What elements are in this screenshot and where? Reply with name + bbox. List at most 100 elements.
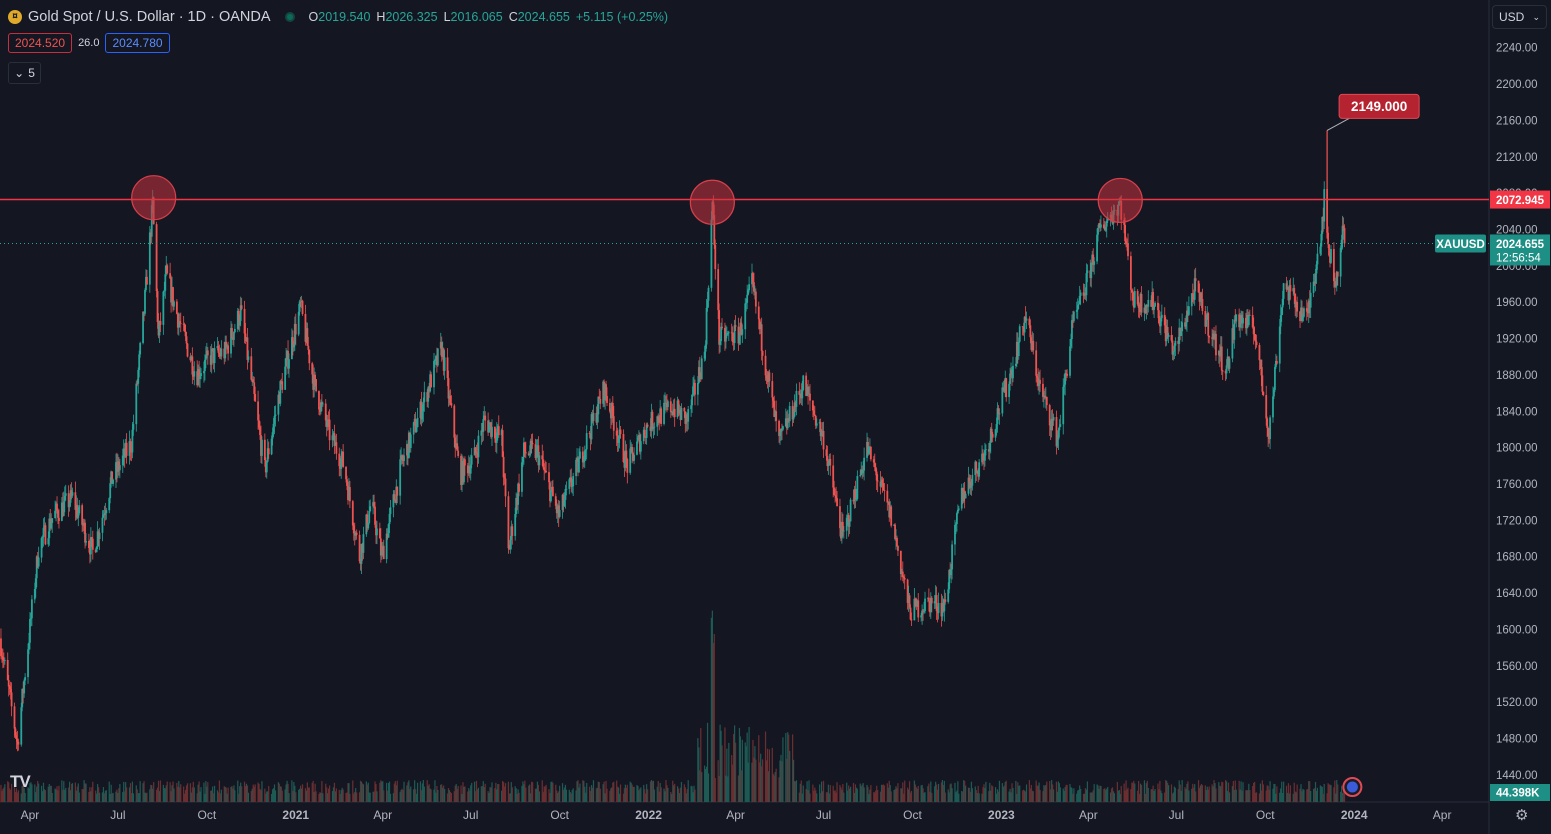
candle-body [606,395,608,403]
candle-body [710,219,713,288]
candle-body [951,544,953,570]
volume-bar [117,792,119,802]
volume-bar [50,785,52,802]
volume-bar [828,793,830,802]
candle-body [278,394,281,404]
volume-bar [64,790,66,802]
candle-body [155,224,158,292]
candle-body [976,471,979,473]
candle-body [1248,314,1251,316]
candle-body [334,442,337,446]
volume-bar [490,787,492,802]
volume-bar [1303,789,1305,802]
candle-body [314,374,317,380]
candle-body [988,442,991,452]
volume-bar [138,793,140,802]
candle-body [1307,300,1310,314]
volume-bar [315,791,317,802]
candle-body [257,401,259,421]
volume-bar [1272,788,1274,802]
volume-bar [16,792,18,802]
time-tick-label: Oct [198,808,217,822]
candle-body [123,448,126,458]
candle-body [636,441,638,455]
volume-bar [700,728,702,802]
price-axis-panel [1489,0,1551,834]
volume-bar [306,782,308,802]
volume-bar [624,784,626,802]
candle-body [373,502,375,507]
candle-body [1187,310,1189,315]
volume-bar [300,788,303,802]
volume-bar [1334,780,1336,802]
candle-body [948,570,951,590]
candle-body [368,511,371,523]
tradingview-logo[interactable]: TV [10,772,31,791]
volume-bar [1185,789,1187,802]
volume-bar [495,782,497,802]
currency-selector[interactable]: USD ⌄ [1492,5,1547,29]
volume-bar [387,782,390,802]
volume-bar [1225,781,1228,802]
candle-body [179,323,182,324]
candle-body [389,507,392,514]
candle-body [631,447,634,453]
volume-bar [1124,790,1126,802]
sell-button[interactable]: 2024.520 [8,33,73,53]
candle-body [934,595,937,602]
candle-body [933,601,936,604]
candle-body [759,324,762,330]
candle-body [1133,291,1136,308]
candle-body [1286,286,1289,290]
candle-body [360,543,363,564]
volume-bar [389,793,392,802]
volume-bar [250,790,252,802]
volume-bar [1100,786,1102,802]
candle-body [856,476,859,499]
volume-bar [4,784,6,802]
symbol-title[interactable]: Gold Spot / U.S. Dollar · 1D · OANDA [28,9,271,25]
candle-body [1212,333,1214,339]
volume-bar [1171,793,1174,802]
candle-body [165,265,168,275]
volume-bar [173,788,175,802]
volume-bar [414,780,416,802]
volume-bar [192,781,194,802]
volume-bar [958,793,960,802]
indicators-collapse-button[interactable]: ⌄ 5 [8,62,41,84]
candle-body [947,589,950,602]
volume-bar [1184,787,1186,802]
candle-body [694,382,696,395]
candle-body [55,503,57,511]
candle-body [61,502,64,516]
candle-body [112,479,114,484]
candle-body [172,287,174,307]
volume-bar [143,781,145,802]
volume-bar [1145,783,1147,802]
candle-body [1199,292,1202,302]
candle-body [1259,359,1262,361]
candle-body [1018,326,1021,342]
candle-body [1145,305,1148,314]
candle-body [1001,387,1004,414]
volume-bar [1085,789,1088,802]
candle-body [1079,292,1082,296]
candle-body [1206,313,1209,320]
candle-body [527,453,530,455]
candle-body [1240,315,1242,321]
gear-icon[interactable]: ⚙ [1515,807,1529,824]
candle-body [9,689,12,693]
volume-bar [998,780,1001,802]
volume-bar [1191,788,1193,802]
candle-body [469,464,472,474]
buy-button[interactable]: 2024.780 [105,33,170,53]
volume-bar [71,783,74,802]
candle-body [819,422,822,437]
candle-body [1129,256,1132,290]
volume-bar [345,793,347,802]
candle-body [436,348,439,366]
volume-bar [504,783,507,802]
candle-body [1138,307,1141,313]
volume-bar [349,793,351,802]
